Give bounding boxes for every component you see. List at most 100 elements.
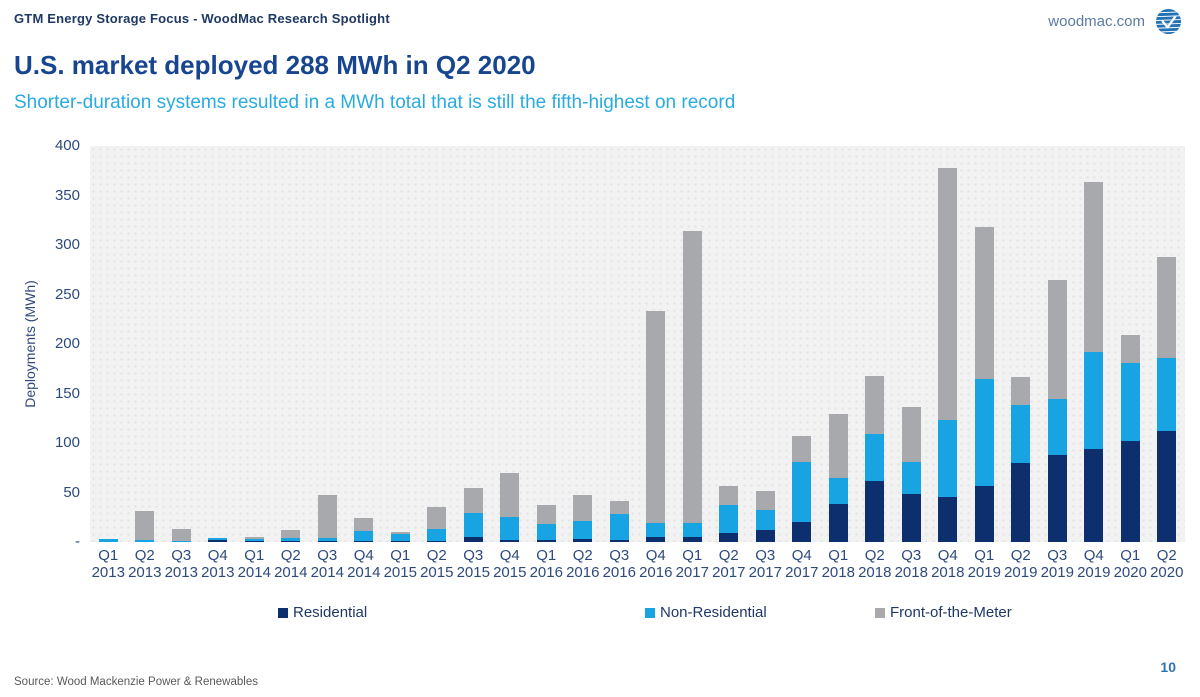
bar-segment-front-of-the-meter <box>974 227 994 379</box>
front-of-the-meter-swatch <box>875 607 885 618</box>
bar-segment-residential <box>427 541 447 542</box>
x-axis-label: Q2 2014 <box>274 547 308 581</box>
y-tick-label: 350 <box>54 186 80 204</box>
bar-segment-residential <box>1047 454 1067 542</box>
x-axis-label: Q3 2016 <box>602 547 636 581</box>
x-axis-label: Q4 2019 <box>1077 547 1111 581</box>
bar-group <box>747 146 784 542</box>
x-axis-label: Q4 2014 <box>347 547 381 581</box>
bar-segment-front-of-the-meter <box>244 537 264 540</box>
bar-segment-front-of-the-meter <box>865 375 885 435</box>
legend-item-residential: Residential <box>278 604 367 621</box>
bar-segment-residential <box>974 485 994 542</box>
bar-segment-non-residential <box>354 531 374 542</box>
x-axis-label: Q2 2017 <box>712 547 746 581</box>
page-title: U.S. market deployed 288 MWh in Q2 2020 <box>14 50 536 80</box>
bar-segment-residential <box>609 540 629 542</box>
stacked-bar <box>427 507 447 542</box>
bar-segment-front-of-the-meter <box>828 414 848 478</box>
bar-segment-non-residential <box>427 529 447 542</box>
bar-segment-residential <box>354 541 374 542</box>
legend-label: Non-Residential <box>660 604 767 621</box>
stacked-bar <box>208 538 228 542</box>
deployments-chart: Deployments (MWh) 400 350 300 250 200 150 100 5… <box>0 0 1185 640</box>
bar-segment-non-residential <box>865 434 885 481</box>
brand: woodmac.com <box>1048 8 1182 35</box>
x-axis-label: Q2 2013 <box>128 547 162 581</box>
bar-segment-front-of-the-meter <box>938 167 958 421</box>
bar-segment-non-residential <box>98 539 118 542</box>
bar-segment-non-residential <box>390 534 410 542</box>
y-axis-ticks: 400 350 300 250 200 150 100 50 - <box>0 0 80 640</box>
bar-group <box>1076 146 1113 542</box>
bar-group <box>1149 146 1186 542</box>
stacked-bar <box>171 529 191 542</box>
stacked-bar <box>609 501 629 542</box>
legend-label: Residential <box>293 604 368 621</box>
bar-segment-non-residential <box>901 461 921 495</box>
x-axis-label: Q4 2017 <box>785 547 819 581</box>
x-axis-label: Q2 2020 <box>1150 547 1184 581</box>
stacked-bar <box>901 407 921 542</box>
stacked-bar <box>317 494 337 542</box>
x-axis-label: Q4 2015 <box>493 547 527 581</box>
y-tick-label: 200 <box>54 335 80 352</box>
bar-segment-front-of-the-meter <box>1011 376 1031 406</box>
bar-segment-front-of-the-meter <box>1157 256 1177 358</box>
bar-segment-front-of-the-meter <box>1120 335 1140 363</box>
x-axis-label: Q4 2016 <box>639 547 673 581</box>
bar-segment-non-residential <box>171 541 191 542</box>
bar-segment-residential <box>1011 462 1031 542</box>
bar-segment-non-residential <box>208 538 228 541</box>
bar-segment-front-of-the-meter <box>792 436 812 462</box>
bar-group <box>346 146 383 542</box>
bar-segment-non-residential <box>1084 351 1104 449</box>
x-axis-label: Q3 2013 <box>164 547 198 581</box>
bar-group <box>1112 146 1149 542</box>
stacked-bar <box>135 511 155 542</box>
x-axis: Q1 2013 Q2 2013 Q3 2013 Q4 2013 Q1 2014 Q2 2014 Q3 20… <box>90 547 1185 581</box>
bar-segment-front-of-the-meter <box>390 532 410 535</box>
bar-segment-front-of-the-meter <box>682 231 702 524</box>
bar-group <box>309 146 346 542</box>
x-axis-label: Q1 2016 <box>529 547 563 581</box>
bar-segment-front-of-the-meter <box>281 530 301 539</box>
bar-segment-residential <box>573 539 593 542</box>
stacked-bar <box>98 539 118 542</box>
y-tick-label: 100 <box>54 434 80 451</box>
y-tick-label: - <box>75 533 80 550</box>
y-tick-label: 50 <box>63 483 80 501</box>
bar-segment-front-of-the-meter <box>135 511 155 541</box>
bar-segment-non-residential <box>244 539 264 542</box>
page-subtitle: Shorter-duration systems resulted in a M… <box>14 92 736 113</box>
bar-segment-non-residential <box>828 477 848 505</box>
x-axis-label: Q2 2016 <box>566 547 600 581</box>
x-axis-label: Q1 2019 <box>967 547 1001 581</box>
x-axis-label: Q3 2015 <box>456 547 490 581</box>
plot-area <box>90 146 1185 542</box>
stacked-bar <box>719 485 739 542</box>
stacked-bar <box>828 414 848 542</box>
stacked-bar <box>1157 256 1177 542</box>
bar-segment-non-residential <box>135 540 155 542</box>
stacked-bar <box>755 490 775 542</box>
bar-segment-non-residential <box>536 524 556 541</box>
stacked-bar <box>1120 335 1140 542</box>
bar-segment-front-of-the-meter <box>1047 279 1067 400</box>
bar-segment-non-residential <box>792 461 812 523</box>
bar-segment-non-residential <box>1047 399 1067 455</box>
page-number: 10 <box>1160 659 1176 675</box>
bar-segment-front-of-the-meter <box>1084 181 1104 352</box>
bar-group <box>711 146 748 542</box>
x-axis-label: Q2 2019 <box>1004 547 1038 581</box>
bar-segment-front-of-the-meter <box>755 490 775 511</box>
legend: Residential Non-Residential Front-of-the… <box>0 604 1200 628</box>
bar-segment-non-residential <box>755 510 775 531</box>
slide-kicker: GTM Energy Storage Focus - WoodMac Resea… <box>14 11 390 26</box>
x-axis-label: Q2 2018 <box>858 547 892 581</box>
bar-segment-residential <box>938 497 958 542</box>
stacked-bar <box>1011 376 1031 542</box>
bar-segment-residential <box>646 537 666 542</box>
bar-group <box>857 146 894 542</box>
